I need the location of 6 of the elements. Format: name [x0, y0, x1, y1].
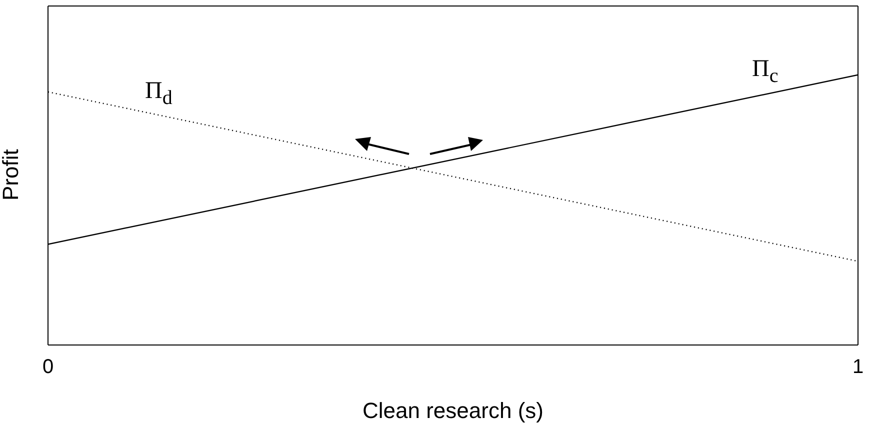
y-axis-title: Profit — [0, 149, 23, 200]
x-tick-label: 0 — [42, 356, 54, 378]
series-label: Π$_{c}$ — [752, 56, 778, 88]
series-label: Π$_{d}$ — [145, 78, 172, 110]
x-axis-title: Clean research (s) — [362, 398, 544, 423]
x-tick-label: 1 — [852, 356, 864, 378]
